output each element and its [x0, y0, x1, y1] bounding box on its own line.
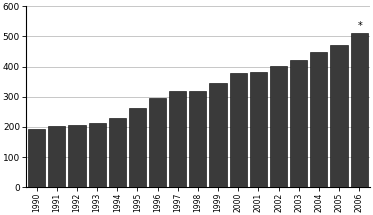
Bar — [189, 91, 207, 187]
Bar — [310, 52, 327, 187]
Bar — [230, 73, 247, 187]
Bar — [351, 33, 368, 187]
Bar — [129, 108, 146, 187]
Text: *: * — [358, 21, 363, 31]
Bar — [290, 60, 307, 187]
Bar — [68, 125, 85, 187]
Bar — [109, 118, 126, 187]
Bar — [149, 98, 166, 187]
Bar — [169, 91, 186, 187]
Bar — [210, 83, 227, 187]
Bar — [270, 66, 287, 187]
Bar — [250, 72, 267, 187]
Bar — [330, 45, 348, 187]
Bar — [48, 126, 65, 187]
Bar — [28, 129, 45, 187]
Bar — [88, 123, 106, 187]
